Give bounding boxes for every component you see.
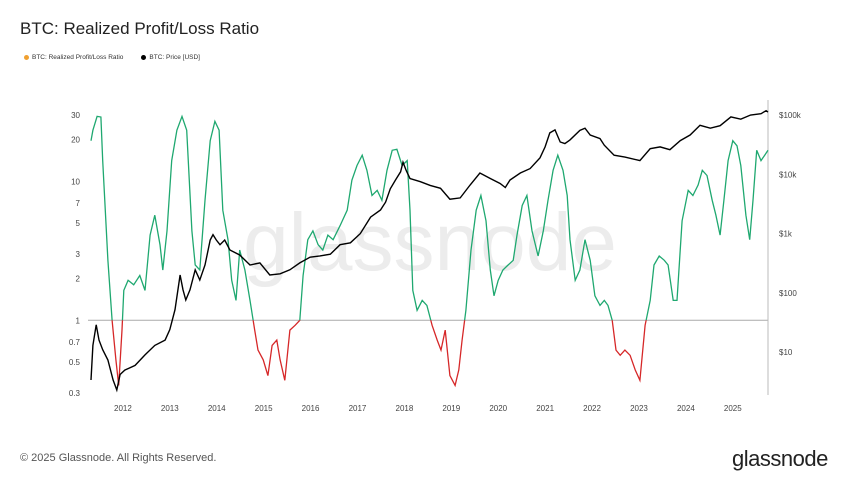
x-tick-label: 2012	[114, 404, 132, 413]
y-left-tick-label: 30	[71, 111, 80, 120]
y-left-tick-label: 3	[76, 250, 81, 259]
price-line	[90, 109, 769, 393]
y-left-tick-label: 0.3	[69, 389, 81, 398]
x-tick-label: 2019	[442, 404, 460, 413]
x-tick-label: 2021	[536, 404, 554, 413]
watermark: glassnode	[243, 197, 617, 288]
legend-dot-icon	[141, 54, 147, 60]
y-left-tick-label: 2	[76, 274, 81, 283]
x-tick-label: 2017	[349, 404, 367, 413]
y-right-tick-label: $1k	[779, 230, 793, 239]
brand-logo: glassnode	[732, 446, 828, 471]
y-right-tick-label: $10k	[779, 170, 797, 179]
x-tick-label: 2015	[255, 404, 273, 413]
x-tick-label: 2013	[161, 404, 179, 413]
x-tick-label: 2024	[677, 404, 695, 413]
x-tick-label: 2018	[396, 404, 414, 413]
legend-item-price[interactable]: BTC: Price [USD]	[141, 54, 200, 61]
y-right-tick-label: $10	[779, 348, 793, 357]
x-tick-label: 2014	[208, 404, 226, 413]
x-tick-label: 2025	[724, 404, 742, 413]
y-left-tick-label: 7	[76, 199, 81, 208]
legend: BTC: Realized Profit/Loss Ratio BTC: Pri…	[24, 54, 200, 61]
y-right-tick-label: $100	[779, 289, 797, 298]
y-left-tick-label: 0.7	[69, 338, 81, 347]
y-left-tick-label: 10	[71, 177, 80, 186]
y-left-tick-label: 0.5	[69, 358, 81, 367]
legend-dot-icon	[24, 54, 29, 60]
y-left-tick-label: 1	[76, 316, 81, 325]
chart-title: BTC: Realized Profit/Loss Ratio	[20, 19, 260, 38]
x-tick-label: 2016	[302, 404, 320, 413]
y-left-tick-label: 20	[71, 135, 80, 144]
x-tick-label: 2020	[489, 404, 507, 413]
copyright: © 2025 Glassnode. All Rights Reserved.	[20, 452, 217, 464]
y-left-tick-label: 5	[76, 219, 81, 228]
x-tick-label: 2023	[630, 404, 648, 413]
y-right-tick-label: $100k	[779, 111, 802, 120]
legend-item-ratio[interactable]: BTC: Realized Profit/Loss Ratio	[24, 54, 123, 61]
ratio-line-profit	[90, 114, 769, 321]
x-tick-label: 2022	[583, 404, 601, 413]
